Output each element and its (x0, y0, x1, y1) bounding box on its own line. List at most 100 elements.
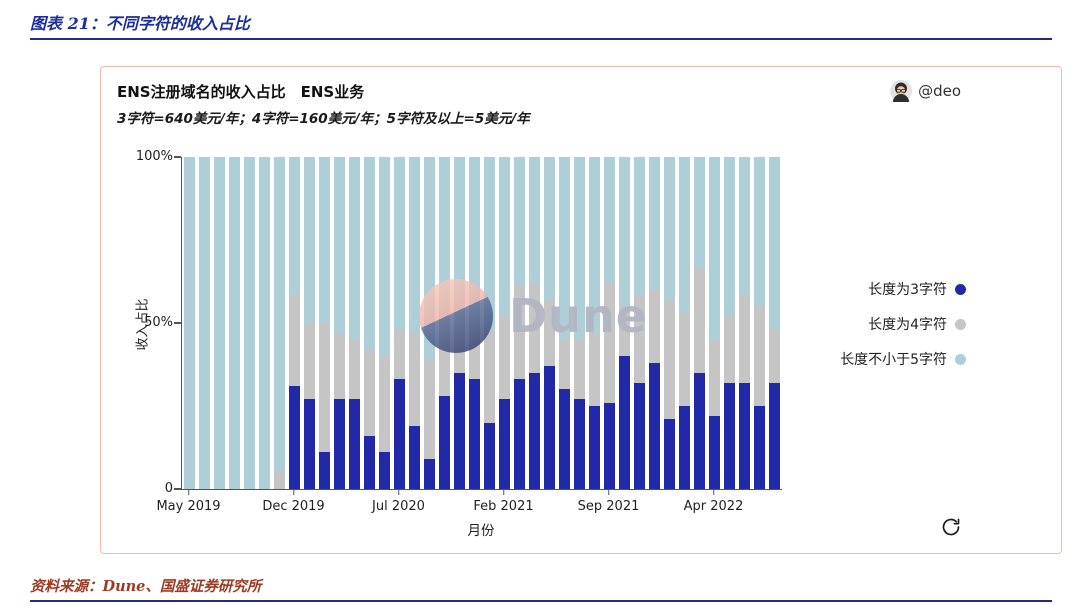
bar-segment (364, 435, 375, 489)
bar-mar-2022 (694, 157, 705, 489)
bar-segment (499, 399, 510, 489)
bar-segment (454, 372, 465, 489)
legend-item[interactable]: 长度为3字符 (868, 279, 966, 299)
x-tick-mark (187, 490, 190, 495)
bar-segment (334, 332, 345, 400)
bar-nov-2020 (454, 157, 465, 489)
bar-jun-2022 (739, 157, 750, 489)
bar-segment (289, 296, 300, 387)
bar-segment (274, 472, 285, 489)
bar-segment (439, 157, 450, 314)
bar-segment (649, 157, 660, 290)
chart-subtitle: 3字符=640美元/年；4字符=160美元/年；5字符及以上=5美元/年 (117, 111, 530, 127)
figure-title: 图表 21：不同字符的收入占比 (30, 14, 250, 33)
x-tick-label: Sep 2021 (577, 499, 640, 514)
bar-segment (514, 157, 525, 287)
bar-segment (319, 323, 330, 453)
bar-segment (394, 157, 405, 330)
bar-segment (634, 382, 645, 489)
bar-dec-2020 (469, 157, 480, 489)
bar-segment (724, 316, 735, 383)
bar-feb-2020 (319, 157, 330, 489)
bar-segment (574, 399, 585, 489)
bar-segment (739, 157, 750, 297)
bar-segment (679, 405, 690, 489)
bar-segment (499, 157, 510, 317)
bar-segment (319, 452, 330, 489)
y-tick-mark (174, 156, 181, 158)
bar-segment (604, 283, 615, 403)
refresh-button[interactable] (941, 517, 961, 537)
bar-segment (514, 379, 525, 489)
bar-segment (184, 157, 195, 489)
bar-jun-2021 (559, 157, 570, 489)
bar-oct-2021 (619, 157, 630, 489)
legend-dot-icon (955, 283, 966, 295)
x-tick-mark (292, 490, 295, 495)
bar-segment (319, 157, 330, 323)
bar-may-2020 (364, 157, 375, 489)
bar-aug-2022 (769, 157, 780, 489)
bar-jan-2020 (304, 157, 315, 489)
bar-segment (589, 332, 600, 406)
bar-segment (394, 379, 405, 489)
bar-segment (484, 422, 495, 489)
bar-jan-2022 (664, 157, 675, 489)
bar-segment (589, 405, 600, 489)
bar-segment (694, 266, 705, 373)
bar-segment (724, 382, 735, 489)
y-tick-label-100: 100% (135, 149, 173, 164)
bar-segment (694, 372, 705, 489)
bar-segment (349, 399, 360, 489)
x-tick-label: Dec 2019 (262, 499, 325, 514)
refresh-icon (941, 518, 961, 541)
bar-segment (649, 289, 660, 363)
x-tick-mark (712, 490, 715, 495)
bar-mar-2021 (514, 157, 525, 489)
bar-segment (349, 157, 360, 340)
x-tick-label: May 2019 (156, 499, 221, 514)
bar-jul-2022 (754, 157, 765, 489)
bar-segment (304, 399, 315, 489)
legend-label: 长度不小于5字符 (840, 352, 947, 368)
bar-segment (544, 157, 555, 300)
title-rule (30, 38, 1052, 40)
bar-segment (664, 157, 675, 300)
avatar (890, 80, 913, 102)
bar-segment (334, 399, 345, 489)
bar-segment (739, 382, 750, 489)
bar-segment (379, 452, 390, 489)
legend-item[interactable]: 长度不小于5字符 (840, 349, 966, 369)
bar-apr-2021 (529, 157, 540, 489)
legend-dot-icon (955, 353, 966, 365)
legend-item[interactable]: 长度为4字符 (868, 314, 966, 334)
bars-container (182, 157, 782, 489)
bar-segment (364, 349, 375, 436)
bar-segment (409, 425, 420, 489)
bar-segment (679, 313, 690, 406)
bar-segment (409, 157, 420, 333)
chart-title: ENS注册域名的收入占比 ENS业务 (117, 83, 365, 101)
bar-apr-2022 (709, 157, 720, 489)
bar-aug-2019 (229, 157, 240, 489)
bar-segment (379, 356, 390, 453)
bar-segment (214, 157, 225, 489)
bar-segment (709, 157, 720, 340)
bar-segment (619, 306, 630, 357)
author-link[interactable]: @deo (890, 80, 961, 102)
bar-sep-2019 (244, 157, 255, 489)
bar-jul-2021 (574, 157, 585, 489)
bar-aug-2020 (409, 157, 420, 489)
bar-mar-2020 (334, 157, 345, 489)
bar-segment (604, 402, 615, 489)
bar-segment (334, 157, 345, 333)
bar-segment (559, 157, 570, 340)
bar-segment (559, 339, 570, 390)
bar-segment (709, 415, 720, 489)
x-tick-label: Apr 2022 (683, 499, 744, 514)
x-axis-ticks: May 2019 Dec 2019 Jul 2020 Feb 2021 Sep 2021… (156, 490, 781, 530)
bar-sep-2021 (604, 157, 615, 489)
bar-segment (619, 356, 630, 489)
bar-segment (469, 157, 480, 314)
author-handle: @deo (918, 82, 961, 100)
